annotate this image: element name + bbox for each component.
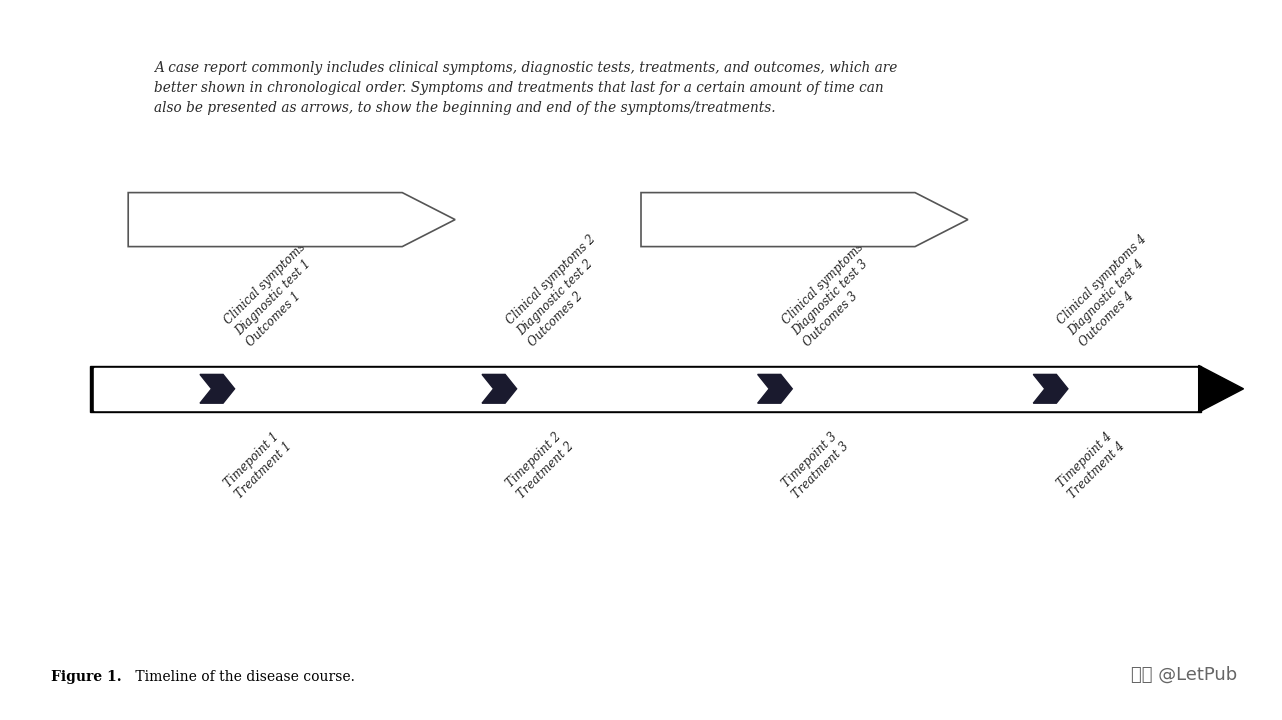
Polygon shape	[200, 374, 235, 403]
Text: Clinical symptoms 4
Diagnostic test 4
Outcomes 4: Clinical symptoms 4 Diagnostic test 4 Ou…	[1055, 233, 1172, 349]
Polygon shape	[1033, 374, 1068, 403]
Text: 头条 @LetPub: 头条 @LetPub	[1131, 666, 1237, 684]
Text: Timepoint 4
Treatment 4: Timepoint 4 Treatment 4	[1055, 428, 1128, 501]
Text: Timeline of the disease course.: Timeline of the disease course.	[131, 670, 355, 684]
Text: Symptoms 2 / Treatments 2: Symptoms 2 / Treatments 2	[686, 213, 870, 226]
Polygon shape	[758, 374, 792, 403]
Polygon shape	[641, 192, 968, 246]
Bar	[90, 366, 1201, 412]
Text: Figure 1.: Figure 1.	[51, 670, 122, 684]
Text: Timepoint 3
Treatment 3: Timepoint 3 Treatment 3	[779, 428, 853, 501]
Polygon shape	[128, 192, 455, 246]
Text: Symptoms 1 / Treatments 1: Symptoms 1 / Treatments 1	[173, 213, 358, 226]
Polygon shape	[482, 374, 517, 403]
Text: A case report commonly includes clinical symptoms, diagnostic tests, treatments,: A case report commonly includes clinical…	[154, 61, 897, 115]
Text: Clinical symptoms 2
Diagnostic test 2
Outcomes 2: Clinical symptoms 2 Diagnostic test 2 Ou…	[504, 233, 620, 349]
Text: Clinical symptoms 1
Diagnostic test 1
Outcomes 1: Clinical symptoms 1 Diagnostic test 1 Ou…	[222, 233, 338, 349]
Bar	[94, 368, 1197, 410]
Text: Clinical symptoms 3
Diagnostic test 3
Outcomes 3: Clinical symptoms 3 Diagnostic test 3 Ou…	[779, 233, 896, 349]
Text: Timepoint 2
Treatment 2: Timepoint 2 Treatment 2	[504, 428, 577, 501]
Text: Timepoint 1
Treatment 1: Timepoint 1 Treatment 1	[222, 428, 295, 501]
Polygon shape	[1199, 365, 1244, 412]
